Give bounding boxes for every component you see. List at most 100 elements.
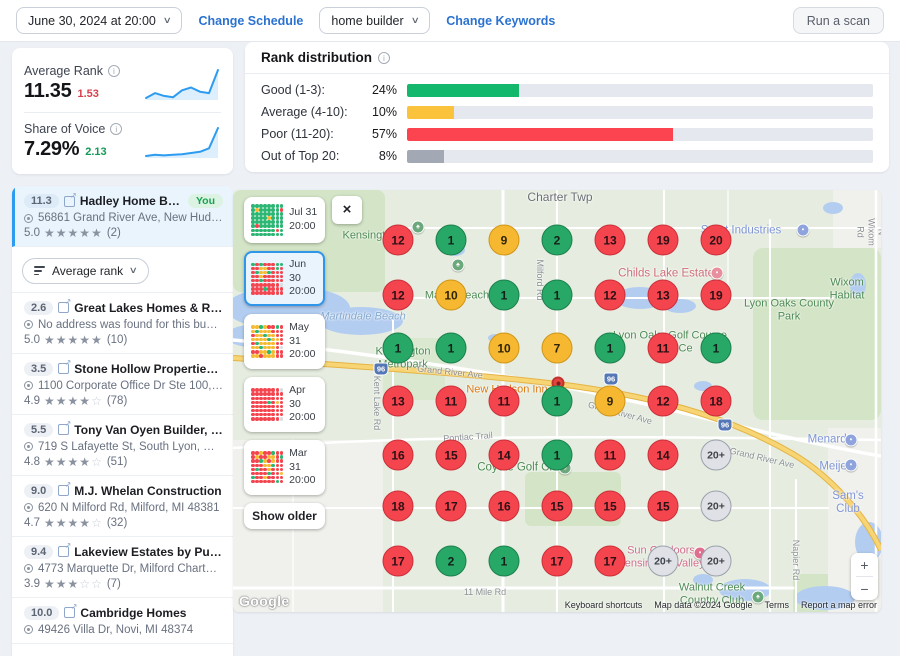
rank-map-pin[interactable]: 13 <box>594 224 626 256</box>
rank-map-pin[interactable]: 1 <box>435 224 467 256</box>
run-scan-button[interactable]: Run a scan <box>792 7 884 34</box>
rank-map-pin[interactable]: 11 <box>488 385 520 417</box>
business-list-item[interactable]: 10.0 Cambridge Homes 49426 Villa Dr, Novi,… <box>12 597 233 644</box>
scan-thumbnail-mar-31[interactable]: Mar 31 20:00 <box>244 439 325 495</box>
scan-thumbnail-apr-30[interactable]: Apr 30 20:00 <box>244 377 325 432</box>
rank-map-pin[interactable]: 12 <box>382 279 414 311</box>
rank-map-pin[interactable]: 2 <box>435 545 467 577</box>
rank-map-pin[interactable]: 16 <box>488 490 520 522</box>
rank-map-pin[interactable]: 1 <box>488 545 520 577</box>
business-list-item[interactable]: 9.4 Lakeview Estates by Pulte Homes 4773 M… <box>12 536 233 598</box>
info-icon[interactable]: i <box>108 65 120 77</box>
rank-map-pin[interactable]: 2 <box>541 224 573 256</box>
average-rank-delta: 1.53 <box>77 88 99 100</box>
zoom-in-button[interactable]: + <box>851 553 878 576</box>
rank-distribution-row: Out of Top 20: 8% <box>261 149 873 163</box>
google-logo[interactable]: Google <box>239 593 290 609</box>
external-link-icon[interactable] <box>58 297 71 314</box>
rank-map-pin[interactable]: 1 <box>541 439 573 471</box>
sort-dropdown[interactable]: Average rank ∨ <box>22 257 149 284</box>
close-button[interactable]: × <box>332 196 362 224</box>
business-address-row: No address was found for this business <box>24 319 223 331</box>
rank-map-pin[interactable]: 15 <box>541 490 573 522</box>
tree-icon: ♠ <box>411 220 425 234</box>
change-schedule-link[interactable]: Change Schedule <box>198 13 304 28</box>
rank-map-pin[interactable]: 20+ <box>700 439 732 471</box>
rank-map-pin[interactable]: 17 <box>435 490 467 522</box>
star-empty-icon: ☆ <box>79 576 92 591</box>
rank-map-pin[interactable]: 1 <box>382 332 414 364</box>
scan-thumbnail-jul-31[interactable]: Jul 31 20:00 <box>244 197 325 244</box>
rank-map-pin[interactable]: 20+ <box>700 490 732 522</box>
external-link-icon[interactable] <box>58 419 71 436</box>
business-list-item[interactable]: 5.5 Tony Van Oyen Builder, Inc. 719 S Lafa… <box>12 414 233 476</box>
business-list-item[interactable]: 3.5 Stone Hollow Properties and... 1100 Co… <box>12 353 233 415</box>
map-attribution-link[interactable]: Keyboard shortcuts <box>564 600 643 610</box>
rank-map-pin[interactable]: 10 <box>435 279 467 311</box>
scan-thumbnail-jun-30[interactable]: Jun 30 20:00 <box>244 251 325 307</box>
rank-map-pin[interactable]: 11 <box>435 385 467 417</box>
external-link-icon[interactable] <box>63 191 77 207</box>
rank-map-pin[interactable]: 12 <box>594 279 626 311</box>
rank-map-pin[interactable]: 15 <box>647 490 679 522</box>
rank-map-pin[interactable]: 10 <box>488 332 520 364</box>
rank-map-pin[interactable]: 14 <box>647 439 679 471</box>
rank-map-pin[interactable]: 13 <box>647 279 679 311</box>
rank-map-pin[interactable]: 19 <box>700 279 732 311</box>
star-filled-icon: ★ <box>67 332 80 347</box>
rank-map-pin[interactable]: 17 <box>541 545 573 577</box>
business-list-item[interactable]: 11.3 Hadley Home Builders Inc You 56861 Gra… <box>12 186 233 247</box>
location-pin-icon <box>24 381 33 391</box>
distribution-label: Good (1-3): <box>261 83 325 97</box>
map-panel[interactable]: Charter TwpKensingtonMaple BeachMartinda… <box>233 190 881 612</box>
rank-map-pin[interactable]: 9 <box>488 224 520 256</box>
rank-map-pin[interactable]: 12 <box>647 385 679 417</box>
rank-map-pin[interactable]: 1 <box>435 332 467 364</box>
business-list-item[interactable]: 9.0 M.J. Whelan Construction 620 N Milford… <box>12 475 233 537</box>
rank-map-pin[interactable]: 13 <box>382 385 414 417</box>
show-older-button[interactable]: Show older <box>244 502 325 529</box>
rank-map-pin[interactable]: 18 <box>700 385 732 417</box>
scan-date-selector[interactable]: June 30, 2024 at 20:00 ∨ <box>16 7 183 34</box>
external-link-icon[interactable] <box>58 480 71 497</box>
change-keywords-link[interactable]: Change Keywords <box>446 13 556 28</box>
business-list-item[interactable]: 2.6 Great Lakes Homes & Remodeling... No a… <box>12 292 233 354</box>
rank-map-pin[interactable]: 17 <box>594 545 626 577</box>
rank-map-pin[interactable]: 18 <box>382 490 414 522</box>
map-attribution-link[interactable]: Terms <box>764 600 789 610</box>
info-icon[interactable]: i <box>110 123 123 135</box>
rank-map-pin[interactable]: 14 <box>488 439 520 471</box>
business-list-panel: 11.3 Hadley Home Builders Inc You 56861 Gra… <box>12 186 233 656</box>
business-rating-row: 4.9 ★★★★☆ (78) <box>24 395 223 407</box>
map-attribution-link[interactable]: Report a map error <box>800 600 877 610</box>
rank-map-pin[interactable]: 15 <box>435 439 467 471</box>
rank-map-pin[interactable]: 16 <box>382 439 414 471</box>
scan-thumbnail-may-31[interactable]: May 31 20:00 <box>244 314 325 369</box>
rank-map-pin[interactable]: 17 <box>382 545 414 577</box>
rank-map-pin[interactable]: 7 <box>541 332 573 364</box>
chevron-down-icon: ∨ <box>410 15 420 25</box>
external-link-icon[interactable] <box>58 541 71 558</box>
rank-map-pin[interactable]: 20 <box>700 224 732 256</box>
rank-map-pin[interactable]: 9 <box>594 385 626 417</box>
rank-map-pin[interactable]: 1 <box>700 332 732 364</box>
rank-map-pin[interactable]: 12 <box>382 224 414 256</box>
rank-map-pin[interactable]: 19 <box>647 224 679 256</box>
rank-map-pin[interactable]: 1 <box>541 279 573 311</box>
rank-map-pin[interactable]: 15 <box>594 490 626 522</box>
rank-map-pin[interactable]: 20+ <box>647 545 679 577</box>
rank-map-pin[interactable]: 11 <box>647 332 679 364</box>
external-link-icon[interactable] <box>58 358 71 375</box>
rank-map-pin[interactable]: 11 <box>594 439 626 471</box>
zoom-out-button[interactable]: − <box>851 577 878 600</box>
rank-map-pin[interactable]: 20+ <box>700 545 732 577</box>
rating-value: 3.9 <box>24 577 40 590</box>
keyword-selector[interactable]: home builder ∨ <box>319 7 431 34</box>
info-icon[interactable]: i <box>378 51 390 64</box>
external-link-icon[interactable] <box>64 602 77 619</box>
rank-map-pin[interactable]: 1 <box>594 332 626 364</box>
business-title-row: 3.5 Stone Hollow Properties and... <box>24 358 223 376</box>
rank-map-pin[interactable]: 1 <box>541 385 573 417</box>
rank-map-pin[interactable]: 1 <box>488 279 520 311</box>
